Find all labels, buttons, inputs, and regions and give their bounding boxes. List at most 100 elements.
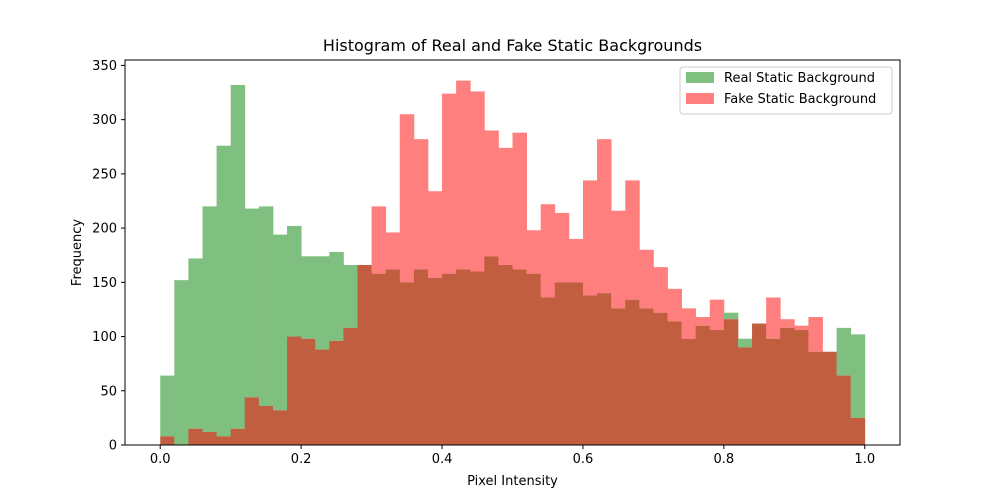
y-tick-label: 250	[92, 167, 117, 182]
bar-real	[160, 375, 175, 437]
legend-swatch-real	[686, 72, 714, 83]
bar-overlap	[709, 330, 725, 445]
bar-fake	[695, 317, 711, 326]
chart-title: Histogram of Real and Fake Static Backgr…	[323, 36, 702, 55]
bar-real	[301, 256, 316, 339]
x-axis: 0.0 0.2 0.4 0.6 0.8 1.0	[150, 445, 875, 467]
bar-overlap	[723, 319, 739, 445]
bar-real	[836, 327, 852, 376]
bar-overlap	[484, 256, 499, 445]
bar-fake	[597, 139, 612, 294]
bar-fake	[568, 238, 584, 283]
bar-overlap	[822, 351, 837, 445]
bar-overlap	[597, 293, 612, 445]
x-tick-label: 1.0	[854, 452, 875, 467]
y-tick-label: 200	[92, 222, 117, 237]
legend-label-real: Real Static Background	[724, 71, 875, 86]
x-tick-label: 0.2	[291, 452, 312, 467]
bar-overlap	[230, 428, 246, 445]
bar-overlap	[470, 271, 485, 445]
bar-overlap	[766, 338, 781, 445]
bar-fake	[709, 299, 725, 331]
bar-overlap	[343, 327, 358, 445]
bar-overlap	[667, 321, 682, 445]
bar-overlap	[737, 347, 753, 445]
bar-overlap	[681, 338, 697, 445]
bar-real	[272, 234, 288, 411]
bar-fake	[456, 80, 471, 270]
bar-real	[244, 208, 260, 398]
bar-fake	[808, 317, 823, 352]
bar-overlap	[625, 299, 640, 445]
bar-overlap	[188, 428, 203, 445]
bar-overlap	[752, 323, 767, 445]
bar-overlap	[160, 436, 175, 445]
bar-overlap	[442, 273, 457, 445]
x-axis-title: Pixel Intensity	[467, 474, 558, 489]
bar-overlap	[836, 375, 852, 445]
bar-real	[329, 251, 344, 341]
bar-real	[188, 258, 203, 429]
bar-overlap	[216, 436, 232, 445]
bar-real	[216, 145, 232, 437]
bars-layer	[160, 80, 866, 445]
bar-overlap	[695, 325, 711, 445]
bar-overlap	[413, 269, 429, 445]
bar-fake	[512, 132, 527, 270]
bar-real	[343, 264, 358, 328]
bar-overlap	[301, 338, 316, 445]
bar-overlap	[540, 297, 556, 445]
bar-real	[737, 338, 753, 348]
bar-fake	[766, 297, 781, 339]
bar-overlap	[315, 349, 330, 445]
bar-fake	[540, 204, 556, 298]
bar-fake	[385, 232, 401, 270]
bar-real	[315, 256, 330, 350]
bar-fake	[582, 180, 598, 296]
y-axis-title: Frequency	[70, 219, 85, 286]
bar-overlap	[554, 282, 570, 445]
bar-fake	[427, 191, 443, 278]
bar-overlap	[639, 308, 654, 445]
bar-overlap	[780, 327, 795, 445]
bar-fake	[653, 267, 668, 313]
bar-overlap	[456, 269, 471, 445]
y-tick-label: 300	[92, 113, 117, 128]
bar-fake	[484, 130, 499, 257]
bar-overlap	[794, 330, 809, 445]
bar-overlap	[498, 264, 513, 445]
bar-overlap	[512, 269, 527, 445]
bar-real	[258, 206, 274, 406]
bar-overlap	[258, 405, 274, 445]
bar-overlap	[357, 264, 372, 445]
bar-overlap	[399, 282, 415, 445]
bar-fake	[681, 308, 697, 339]
bar-fake	[667, 288, 682, 322]
bar-fake	[794, 325, 809, 331]
bar-overlap	[850, 417, 866, 445]
bar-overlap	[427, 277, 443, 445]
bar-real	[287, 225, 302, 337]
bar-fake	[611, 210, 626, 309]
bar-fake	[413, 139, 429, 270]
y-tick-label: 150	[92, 276, 117, 291]
bar-fake	[780, 319, 795, 328]
bar-fake	[371, 206, 387, 274]
bar-real	[850, 334, 866, 418]
x-tick-label: 0.4	[432, 452, 453, 467]
bar-fake	[625, 180, 640, 300]
bar-real	[174, 280, 189, 445]
x-tick-label: 0.0	[150, 452, 171, 467]
bar-fake	[399, 114, 415, 283]
bar-overlap	[329, 340, 344, 445]
bar-overlap	[653, 312, 668, 445]
bar-overlap	[244, 397, 260, 445]
legend-box	[679, 66, 893, 115]
bar-fake	[442, 93, 457, 274]
plot-frame	[124, 59, 901, 446]
y-tick-label: 50	[100, 384, 117, 399]
bar-overlap	[385, 269, 401, 445]
x-tick-label: 0.6	[573, 452, 594, 467]
bar-real	[202, 206, 217, 432]
bar-fake	[498, 147, 513, 265]
